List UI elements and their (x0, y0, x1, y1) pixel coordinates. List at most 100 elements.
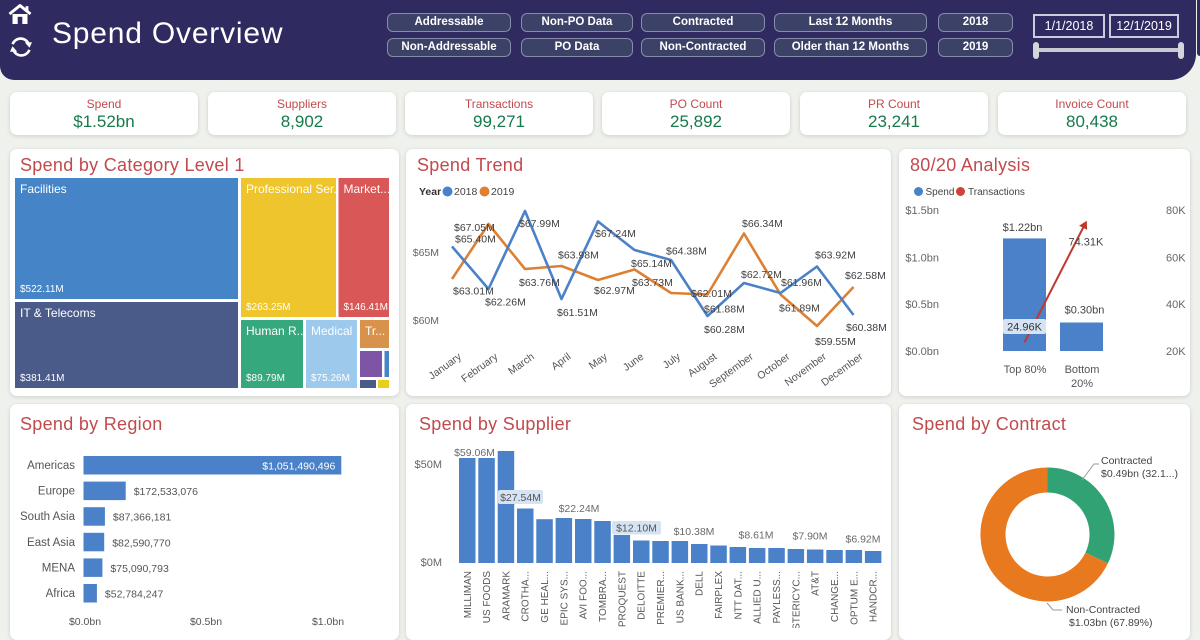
svg-text:Europe: Europe (38, 486, 75, 498)
svg-text:$52,784,247: $52,784,247 (105, 589, 164, 601)
svg-text:DELL: DELL (695, 571, 706, 596)
svg-text:STERICYC...: STERICYC... (791, 571, 802, 628)
svg-text:$522.11M: $522.11M (20, 284, 64, 295)
svg-text:$75.26M: $75.26M (311, 373, 350, 384)
svg-text:Medical: Medical (311, 324, 352, 338)
svg-text:$0.0bn: $0.0bn (905, 346, 939, 358)
svg-text:TOMBRA...: TOMBRA... (598, 571, 609, 622)
svg-text:$0.30bn: $0.30bn (1065, 305, 1105, 317)
svg-text:Human R...: Human R... (246, 324, 307, 338)
svg-text:$0.5bn: $0.5bn (190, 616, 222, 628)
svg-text:Top 80%: Top 80% (1004, 364, 1047, 376)
svg-text:74.31K: 74.31K (1069, 237, 1105, 249)
svg-text:20%: 20% (1071, 378, 1093, 390)
svg-text:$1.03bn (67.89%): $1.03bn (67.89%) (1069, 617, 1152, 629)
svg-text:$22.24M: $22.24M (559, 503, 600, 515)
svg-text:Africa: Africa (46, 588, 76, 600)
svg-text:$146.41M: $146.41M (344, 302, 388, 313)
svg-text:May: May (587, 350, 611, 372)
svg-text:Year: Year (419, 186, 441, 198)
svg-text:$87,366,181: $87,366,181 (113, 512, 172, 524)
svg-text:Contracted: Contracted (1101, 455, 1153, 467)
svg-text:PROQUEST: PROQUEST (617, 571, 628, 627)
svg-text:24.96K: 24.96K (1007, 322, 1043, 334)
svg-text:$62.97M: $62.97M (594, 285, 635, 297)
svg-text:$62.58M: $62.58M (845, 270, 886, 282)
svg-text:PREMIER...: PREMIER... (656, 571, 667, 625)
svg-text:$27.54M: $27.54M (500, 492, 541, 504)
svg-text:December: December (819, 350, 866, 388)
svg-text:$89.79M: $89.79M (246, 373, 285, 384)
svg-text:ARAMARK: ARAMARK (501, 571, 512, 621)
svg-text:NTT DAT...: NTT DAT... (733, 571, 744, 620)
svg-text:$67.05M: $67.05M (454, 222, 495, 234)
svg-text:$381.41M: $381.41M (20, 373, 64, 384)
svg-text:January: January (426, 350, 464, 382)
svg-text:$63.73M: $63.73M (632, 277, 673, 289)
svg-text:$0.49bn (32.1...): $0.49bn (32.1...) (1101, 468, 1178, 480)
svg-text:US BANK...: US BANK... (675, 571, 686, 623)
svg-text:$62.26M: $62.26M (485, 296, 526, 308)
svg-text:40K: 40K (1166, 299, 1186, 311)
svg-text:June: June (621, 351, 647, 374)
svg-text:$50M: $50M (414, 459, 442, 471)
svg-text:Market...: Market... (344, 182, 391, 196)
svg-text:MILLIMAN: MILLIMAN (463, 571, 474, 618)
svg-text:$10.38M: $10.38M (674, 526, 715, 538)
svg-text:$67.99M: $67.99M (519, 218, 560, 230)
svg-text:$0M: $0M (421, 557, 442, 569)
svg-text:$61.96M: $61.96M (781, 277, 822, 289)
svg-text:$1.0bn: $1.0bn (312, 616, 344, 628)
svg-text:$62.01M: $62.01M (691, 288, 732, 300)
svg-text:80K: 80K (1166, 205, 1186, 217)
svg-text:$67.24M: $67.24M (595, 228, 636, 240)
svg-text:$61.89M: $61.89M (779, 303, 820, 315)
svg-text:$7.90M: $7.90M (792, 531, 827, 543)
svg-text:$1.22bn: $1.22bn (1003, 222, 1043, 234)
svg-text:$63.76M: $63.76M (519, 277, 560, 289)
svg-text:Non-Contracted: Non-Contracted (1066, 604, 1140, 616)
svg-text:CHANGE...: CHANGE... (830, 571, 841, 622)
svg-text:$82,590,770: $82,590,770 (112, 537, 171, 549)
svg-text:$63.92M: $63.92M (815, 250, 856, 262)
svg-text:$75,090,793: $75,090,793 (110, 563, 169, 575)
svg-text:$8.61M: $8.61M (738, 530, 773, 542)
svg-text:Transactions: Transactions (968, 187, 1025, 198)
svg-text:$60M: $60M (413, 315, 439, 327)
svg-text:20K: 20K (1166, 346, 1186, 358)
svg-text:South Asia: South Asia (20, 511, 76, 523)
svg-text:$65.14M: $65.14M (631, 258, 672, 270)
svg-text:CROTHA...: CROTHA... (521, 571, 532, 622)
svg-text:$263.25M: $263.25M (246, 302, 290, 313)
svg-text:HANDCR...: HANDCR... (869, 571, 880, 622)
svg-text:2018: 2018 (454, 186, 478, 198)
svg-text:60K: 60K (1166, 253, 1186, 265)
svg-text:Spend: Spend (926, 187, 955, 198)
svg-text:Bottom: Bottom (1065, 364, 1100, 376)
svg-text:$66.34M: $66.34M (742, 218, 783, 230)
svg-text:AT&T: AT&T (811, 571, 822, 596)
svg-text:$65M: $65M (413, 247, 439, 259)
svg-text:Facilities: Facilities (20, 182, 67, 196)
svg-text:MENA: MENA (42, 562, 76, 574)
svg-text:February: February (459, 350, 501, 385)
svg-text:$65.40M: $65.40M (455, 234, 496, 246)
svg-text:$172,533,076: $172,533,076 (134, 486, 198, 498)
svg-text:Americas: Americas (27, 460, 75, 472)
svg-text:$62.72M: $62.72M (741, 269, 782, 281)
svg-text:$61.51M: $61.51M (557, 307, 598, 319)
svg-text:ALLIED U...: ALLIED U... (753, 571, 764, 624)
svg-text:East Asia: East Asia (27, 537, 76, 549)
svg-text:PAYLESS...: PAYLESS... (772, 571, 783, 623)
svg-text:Professional Ser...: Professional Ser... (246, 182, 343, 196)
svg-text:$63.01M: $63.01M (453, 285, 494, 297)
svg-text:$6.92M: $6.92M (845, 534, 880, 546)
svg-text:$64.38M: $64.38M (666, 246, 707, 258)
svg-text:$0.5bn: $0.5bn (905, 299, 939, 311)
svg-text:$61.88M: $61.88M (704, 304, 745, 316)
svg-text:March: March (506, 351, 537, 378)
svg-text:$59.06M: $59.06M (454, 447, 495, 459)
svg-text:$59.55M: $59.55M (815, 336, 856, 348)
svg-text:April: April (549, 351, 573, 373)
svg-text:$60.38M: $60.38M (846, 322, 887, 334)
